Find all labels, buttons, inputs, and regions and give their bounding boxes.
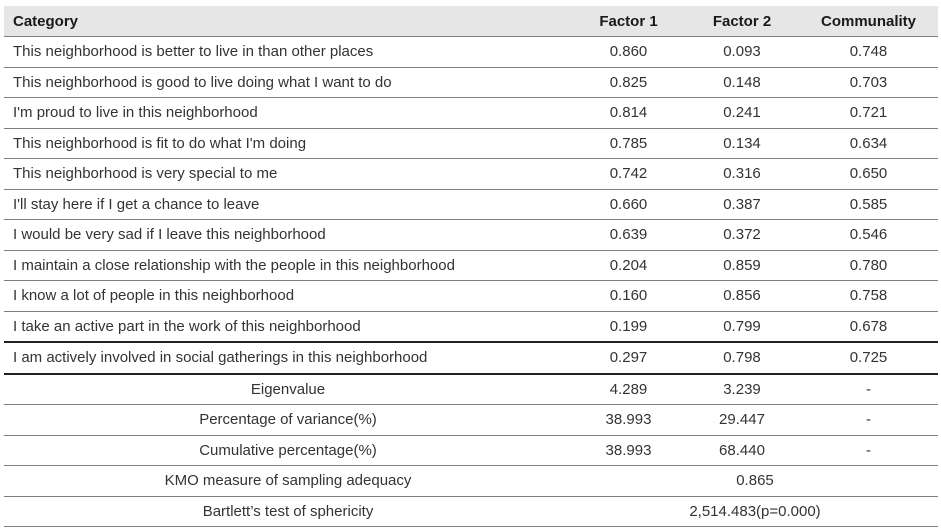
- communality-value: 0.546: [799, 219, 938, 250]
- factor-1-value: 0.160: [572, 280, 685, 311]
- row-label: This neighborhood is good to live doing …: [4, 66, 572, 98]
- factor-1-value: 38.993: [572, 434, 685, 466]
- communality-value: 0.703: [799, 66, 938, 98]
- header-category: Category: [4, 6, 572, 37]
- factor-2-value: 0.798: [685, 341, 799, 374]
- communality-value: 0.748: [799, 36, 938, 67]
- factor-2-value: 0.859: [685, 249, 799, 281]
- communality-value: 0.725: [799, 341, 938, 374]
- factor-1-value: 0.742: [572, 158, 685, 189]
- communality-value: 0.634: [799, 127, 938, 159]
- bartlett-value: 2,514.483(p=0.000): [572, 495, 938, 527]
- header-communality: Communality: [799, 6, 938, 37]
- table-row: I would be very sad if I leave this neig…: [4, 219, 938, 250]
- factor-1-value: 0.297: [572, 341, 685, 374]
- table-row: I maintain a close relationship with the…: [4, 249, 938, 281]
- stat-row-kmo: KMO measure of sampling adequacy 0.865: [4, 465, 938, 496]
- factor-2-value: 68.440: [685, 434, 799, 466]
- factor-2-value: 0.856: [685, 280, 799, 311]
- stat-row-variance: Percentage of variance(%) 38.993 29.447 …: [4, 404, 938, 435]
- table-row: This neighborhood is fit to do what I'm …: [4, 127, 938, 159]
- communality-value: 0.758: [799, 280, 938, 311]
- factor-2-value: 0.148: [685, 66, 799, 98]
- communality-value: 0.678: [799, 310, 938, 342]
- table-row: This neighborhood is good to live doing …: [4, 66, 938, 98]
- factor-2-value: 0.241: [685, 97, 799, 128]
- row-label: I'm proud to live in this neighborhood: [4, 97, 572, 128]
- header-factor-2: Factor 2: [685, 6, 799, 37]
- factor-1-value: 0.785: [572, 127, 685, 159]
- factor-analysis-table-container: Category Factor 1 Factor 2 Communality T…: [4, 6, 938, 527]
- factor-2-value: 0.387: [685, 188, 799, 220]
- header-factor-1: Factor 1: [572, 6, 685, 37]
- communality-value: -: [799, 434, 938, 466]
- communality-value: -: [799, 404, 938, 435]
- table-row: This neighborhood is better to live in t…: [4, 36, 938, 67]
- communality-value: -: [799, 372, 938, 405]
- factor-1-value: 0.825: [572, 66, 685, 98]
- stat-row-cumulative: Cumulative percentage(%) 38.993 68.440 -: [4, 434, 938, 466]
- stat-label: Cumulative percentage(%): [4, 434, 572, 466]
- factor-analysis-table: Category Factor 1 Factor 2 Communality T…: [4, 6, 938, 527]
- factor-1-value: 0.860: [572, 36, 685, 67]
- factor-1-value: 0.199: [572, 310, 685, 342]
- table-row: This neighborhood is very special to me …: [4, 158, 938, 189]
- row-label: I maintain a close relationship with the…: [4, 249, 572, 281]
- kmo-label: KMO measure of sampling adequacy: [4, 465, 572, 496]
- communality-value: 0.650: [799, 158, 938, 189]
- header-row: Category Factor 1 Factor 2 Communality: [4, 6, 938, 37]
- table-row: I take an active part in the work of thi…: [4, 310, 938, 342]
- row-label: This neighborhood is fit to do what I'm …: [4, 127, 572, 159]
- factor-2-value: 0.799: [685, 310, 799, 342]
- row-label: This neighborhood is better to live in t…: [4, 36, 572, 67]
- row-label: I am actively involved in social gatheri…: [4, 341, 572, 374]
- factor-1-value: 0.204: [572, 249, 685, 281]
- factor-1-value: 0.814: [572, 97, 685, 128]
- factor-1-value: 0.660: [572, 188, 685, 220]
- row-label: I know a lot of people in this neighborh…: [4, 280, 572, 311]
- table-row: I'm proud to live in this neighborhood 0…: [4, 97, 938, 128]
- table-row: I know a lot of people in this neighborh…: [4, 280, 938, 311]
- table-row: I am actively involved in social gatheri…: [4, 341, 938, 374]
- factor-2-value: 0.372: [685, 219, 799, 250]
- factor-1-value: 4.289: [572, 372, 685, 405]
- factor-2-value: 3.239: [685, 372, 799, 405]
- factor-2-value: 29.447: [685, 404, 799, 435]
- stat-label: Percentage of variance(%): [4, 404, 572, 435]
- stat-row-eigenvalue: Eigenvalue 4.289 3.239 -: [4, 372, 938, 405]
- communality-value: 0.780: [799, 249, 938, 281]
- factor-1-value: 38.993: [572, 404, 685, 435]
- factor-2-value: 0.093: [685, 36, 799, 67]
- stat-label: Eigenvalue: [4, 372, 572, 405]
- row-label: I would be very sad if I leave this neig…: [4, 219, 572, 250]
- communality-value: 0.721: [799, 97, 938, 128]
- row-label: I take an active part in the work of thi…: [4, 310, 572, 342]
- bartlett-label: Bartlett’s test of sphericity: [4, 495, 572, 527]
- factor-2-value: 0.134: [685, 127, 799, 159]
- factor-1-value: 0.639: [572, 219, 685, 250]
- factor-2-value: 0.316: [685, 158, 799, 189]
- row-label: I'll stay here if I get a chance to leav…: [4, 188, 572, 220]
- communality-value: 0.585: [799, 188, 938, 220]
- row-label: This neighborhood is very special to me: [4, 158, 572, 189]
- stat-row-bartlett: Bartlett’s test of sphericity 2,514.483(…: [4, 495, 938, 527]
- table-row: I'll stay here if I get a chance to leav…: [4, 188, 938, 220]
- kmo-value: 0.865: [572, 465, 938, 496]
